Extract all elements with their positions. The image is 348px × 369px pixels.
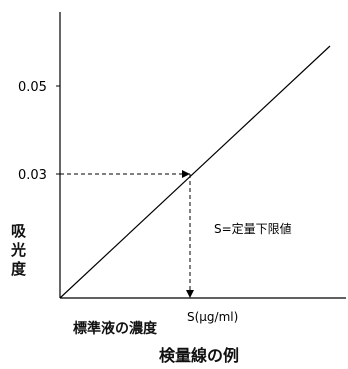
- x-marker-label: S(μg/ml): [187, 310, 238, 324]
- annotation-text: S=定量下限値: [214, 221, 292, 236]
- y-axis-label-char: 光: [10, 241, 26, 259]
- chart-title: 検量線の例: [159, 346, 239, 365]
- arrow-head-right: [182, 170, 190, 178]
- y-tick-label-0.05: 0.05: [18, 80, 47, 95]
- calibration-line: [59, 45, 331, 299]
- y-tick-label-0.03: 0.03: [18, 168, 47, 183]
- y-axis-label: 吸 光 度: [10, 222, 31, 278]
- arrow-head-down: [186, 290, 194, 298]
- x-axis-label: 標準液の濃度: [73, 320, 158, 337]
- y-axis-label-char: 度: [11, 260, 27, 278]
- y-axis-label-char: 吸: [11, 222, 27, 240]
